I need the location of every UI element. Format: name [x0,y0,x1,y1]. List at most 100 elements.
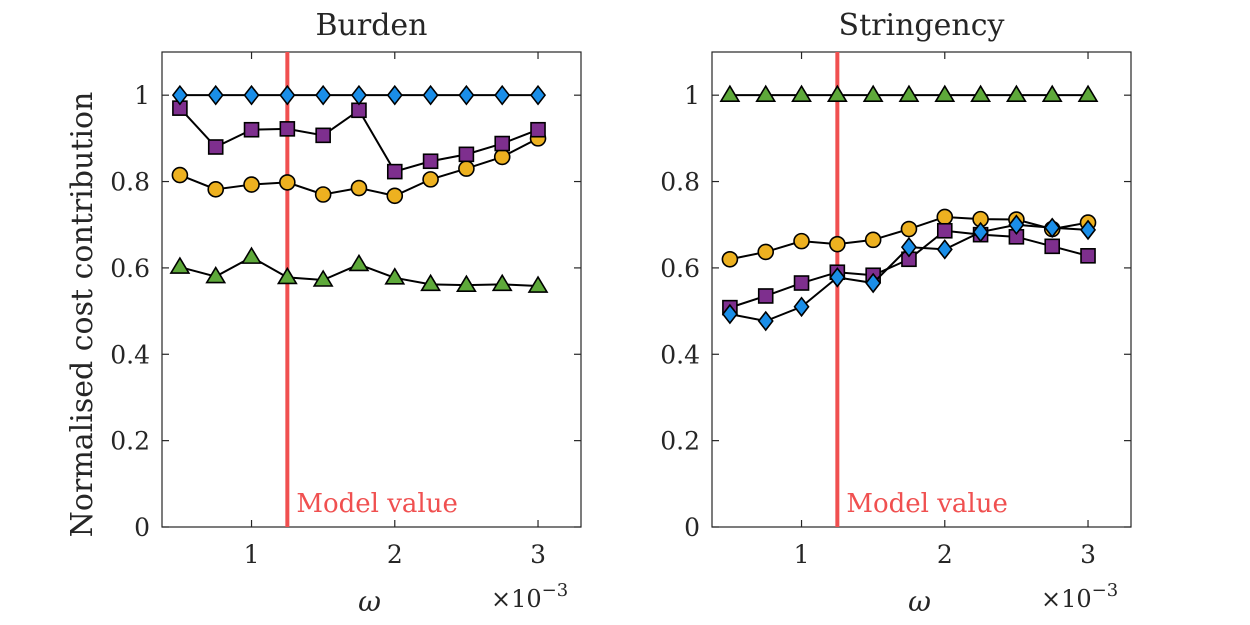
data-point-triangle [826,84,848,102]
y-tick-label: 0.4 [660,340,700,369]
data-point-diamond [422,84,439,106]
data-point-square [315,127,331,144]
data-point-triangle [934,84,956,102]
data-point-circle [279,174,296,191]
x-exponent-label: ×10−3 [1041,580,1118,613]
y-tick-label: 1 [134,81,150,110]
data-point-diamond [972,221,989,243]
data-point-diamond [1044,217,1061,239]
y-tick-label: 0 [684,513,700,542]
data-point-diamond [386,84,403,106]
data-point-triangle [527,275,549,293]
data-point-triangle [755,84,777,102]
data-point-diamond [243,84,260,106]
series-circle-orange [171,130,547,205]
data-point-circle [207,181,225,198]
data-point-circle [900,220,918,238]
data-point-triangle [898,84,920,102]
x-exponent-label: ×10−3 [491,580,568,613]
data-point-triangle [455,274,477,292]
data-point-diamond [829,267,846,288]
data-point-square [494,135,511,152]
plot-area [711,51,1132,528]
data-point-circle [458,160,475,177]
x-tick-label: 3 [530,540,546,569]
panel-1: 1 2 3 0 0.2 0.4 0.6 0.8 1 Burden ω ×10−3 Normalised … [65,8,582,618]
data-point-diamond [494,84,511,106]
data-point-circle [493,148,511,166]
y-tick-label: 0.6 [110,254,150,283]
data-point-diamond [530,84,547,106]
x-tick-label: 2 [937,540,953,569]
data-point-square [1080,248,1096,264]
series-square-purple [722,222,1096,316]
data-point-triangle [970,84,992,102]
y-tick-label: 0.6 [660,254,700,283]
series-diamond-blue [171,84,547,106]
data-point-circle [422,171,439,188]
data-point-square [243,121,260,138]
data-point-circle [936,208,954,226]
x-tick-label: 2 [387,540,403,569]
data-point-square [757,288,774,304]
series-triangle-green [169,246,549,293]
data-point-square [207,139,224,155]
data-point-triangle [312,269,334,287]
series-diamond-blue [721,214,1097,332]
data-point-triangle [169,256,191,274]
model-value-label: Model value [846,489,1008,519]
data-point-diamond [458,84,475,106]
data-point-circle [757,243,775,261]
data-point-circle [793,232,810,250]
data-point-triangle [791,84,812,102]
x-exponent-base: ×10 [1041,585,1092,613]
chart-title: Stringency [839,8,1005,43]
series-triangle-green [719,84,1099,102]
data-point-diamond [865,272,882,294]
data-point-square [386,163,403,180]
data-point-triangle [384,267,406,285]
data-point-circle [350,179,368,197]
data-point-circle [243,176,260,193]
data-point-triangle [241,246,262,264]
chart-title: Burden [316,8,428,43]
data-point-diamond [757,310,774,332]
data-point-triangle [1041,84,1063,102]
data-point-square [936,222,953,239]
data-point-triangle [276,266,298,285]
data-point-triangle [348,253,370,272]
x-axis-label: ω [358,585,381,618]
y-tick-label: 0 [134,513,150,542]
data-point-circle [829,235,846,253]
data-point-diamond [171,84,188,106]
y-tick-label: 0.8 [660,168,700,197]
data-point-square [1044,238,1061,255]
data-point-triangle [1005,84,1027,102]
data-point-diamond [793,296,810,318]
data-point-diamond [721,303,738,325]
data-point-square [458,146,475,163]
plot-area [161,51,582,528]
x-tick-label: 3 [1080,540,1096,569]
data-point-square [422,153,439,170]
data-point-diamond [1008,214,1025,236]
data-point-circle [314,186,332,203]
data-point-diamond [315,84,332,106]
y-tick-label: 0.2 [660,427,700,456]
y-tick-label: 0.4 [110,340,150,369]
x-exponent-power: −3 [542,580,569,601]
data-point-diamond [279,84,296,106]
data-point-triangle [205,265,227,284]
data-point-circle [386,187,404,205]
data-point-circle [864,231,882,249]
y-tick-label: 0.2 [110,427,150,456]
data-point-square [530,121,546,138]
y-axis-label: Normalised cost contribution [65,92,100,538]
x-tick-label: 1 [244,540,260,569]
data-point-diamond [1080,219,1097,241]
data-point-diamond [207,84,224,106]
x-axis-label: ω [908,585,931,618]
data-point-triangle [491,273,513,292]
